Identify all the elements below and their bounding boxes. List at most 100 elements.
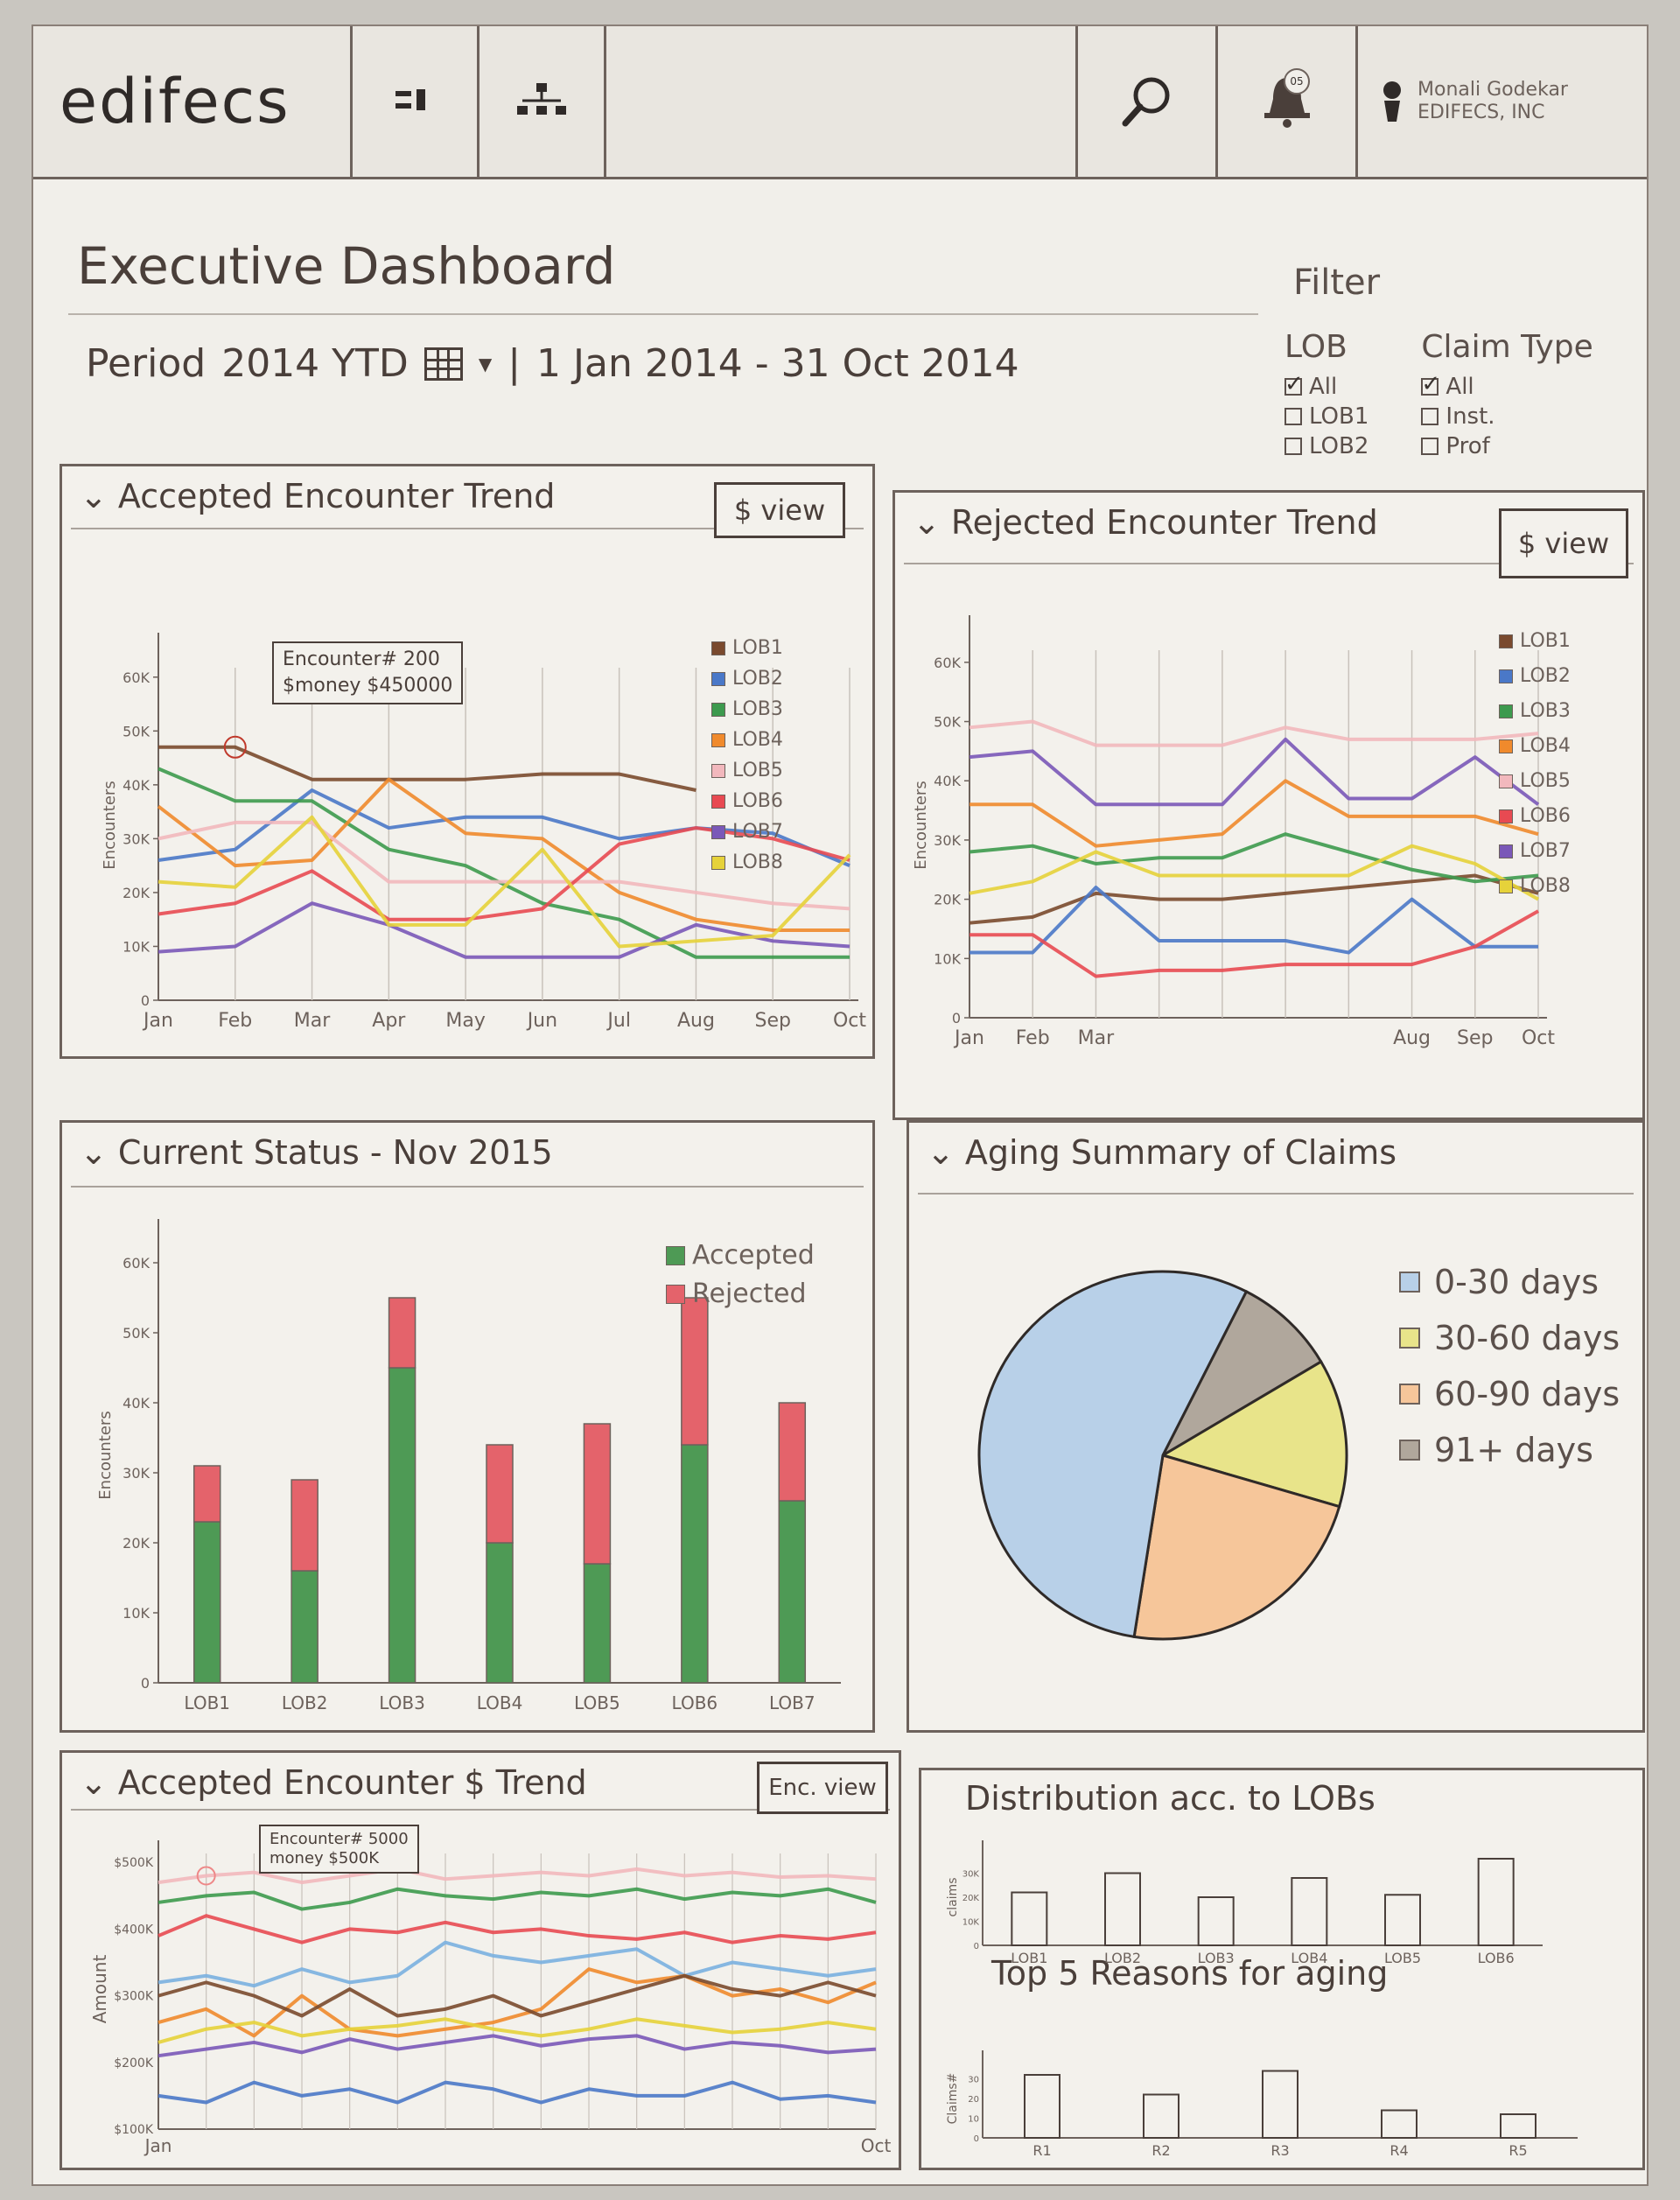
page-sheet: edifecs 05 Monali Godekar EDIFECS, INC E… [32,25,1648,2186]
y-tick-label: $400K [114,1923,154,1937]
legend-swatch [1499,844,1513,858]
bar [1291,1877,1328,1946]
dropdown-arrow-icon[interactable]: ▼ [478,353,493,375]
menu-icon[interactable] [353,26,480,177]
search-icon[interactable] [1078,26,1218,177]
legend-item[interactable]: LOB8 [1499,869,1571,904]
legend-item[interactable]: Rejected [666,1275,815,1314]
user-menu[interactable]: Monali Godekar EDIFECS, INC [1358,26,1647,177]
legend-label: 0-30 days [1434,1263,1600,1301]
panel-title[interactable]: ⌄ Current Status - Nov 2015 [80,1133,553,1172]
lob-option-lob2[interactable]: LOB2 [1284,431,1368,461]
legend-item[interactable]: 30-60 days [1399,1310,1620,1366]
legend-item[interactable]: 91+ days [1399,1422,1620,1478]
legend-item[interactable]: LOB7 [711,816,783,847]
dollar-view-button[interactable]: $ view [714,482,845,538]
x-tick-label: R4 [1390,2142,1408,2159]
legend-item[interactable]: LOB3 [1499,694,1571,729]
notifications-button[interactable]: 05 [1218,26,1358,177]
divider: | [508,341,522,386]
legend-label: Rejected [692,1279,807,1309]
legend-item[interactable]: LOB7 [1499,834,1571,869]
collapse-chevron-icon[interactable]: ⌄ [927,1133,965,1172]
hierarchy-icon[interactable] [480,26,606,177]
y-tick-label: 20 [968,2095,979,2105]
collapse-chevron-icon[interactable]: ⌄ [80,477,118,515]
legend-item[interactable]: LOB4 [711,725,783,755]
bar [1381,2109,1418,2139]
legend-swatch [666,1246,685,1265]
legend-item[interactable]: 60-90 days [1399,1366,1620,1422]
pie-slice [977,1270,1249,1639]
checkbox[interactable] [1421,369,1440,399]
panel-title[interactable]: ⌄ Accepted Encounter $ Trend [80,1763,587,1802]
legend-item[interactable]: LOB2 [711,663,783,694]
accepted-trend-chart: 0 10K 20K 30K 40K 50K 60K Jan Feb Mar Apr May Jun Jul… [101,633,866,1032]
rejected-trend-panel: ⌄ Rejected Encounter Trend $ view 0 10K 20… [892,490,1645,1120]
legend-item[interactable]: LOB6 [1499,799,1571,834]
y-tick-label: 30K [962,1870,980,1880]
legend-item[interactable]: Accepted [666,1237,815,1275]
y-tick-label: 10K [122,1605,150,1622]
legend-item[interactable]: LOB4 [1499,729,1571,764]
checkbox[interactable] [1284,438,1302,455]
y-axis-label: Amount [89,1955,110,2024]
checkbox[interactable] [1284,408,1302,425]
y-tick-label: $300K [114,1990,154,2004]
checkbox[interactable] [1421,408,1439,425]
legend-item[interactable]: LOB2 [1499,659,1571,694]
legend-item[interactable]: LOB1 [1499,624,1571,659]
x-tick-label: LOB2 [282,1692,328,1713]
collapse-chevron-icon[interactable]: ⌄ [80,1133,118,1172]
legend-item[interactable]: LOB8 [711,847,783,878]
bar [1143,2093,1180,2139]
bar-rejected [778,1402,807,1502]
lob-option-all[interactable]: All [1284,369,1368,402]
legend-label: Accepted [692,1240,815,1271]
legend-item[interactable]: LOB6 [711,786,783,816]
panel-header-divider [71,1186,864,1188]
legend-item[interactable]: LOB5 [711,755,783,786]
y-tick-label: 50K [122,1325,150,1342]
lob-filter: LOB All LOB1 LOB2 [1284,329,1368,461]
legend-item[interactable]: 0-30 days [1399,1254,1620,1310]
lob-option-lob1[interactable]: LOB1 [1284,402,1368,431]
y-tick-label: 30 [968,2076,979,2085]
legend-item[interactable]: LOB1 [711,633,783,663]
x-tick-label: Aug [677,1010,715,1032]
collapse-chevron-icon[interactable]: ⌄ [913,503,951,542]
legend-label: LOB8 [1520,875,1571,897]
encounter-view-button[interactable]: Enc. view [757,1762,888,1814]
checkbox[interactable] [1284,369,1304,399]
bar [1197,1896,1235,1946]
panel-title-text: Aging Summary of Claims [964,1133,1397,1172]
legend-swatch [711,794,725,809]
bar [1384,1894,1421,1946]
period-value[interactable]: 2014 YTD [221,341,409,386]
panel-title[interactable]: ⌄ Aging Summary of Claims [927,1133,1396,1172]
y-tick-label: 10 [968,2115,979,2125]
series-line-lob8 [158,2017,877,2044]
chart-tooltip: Encounter# 5000 money $500K [259,1825,419,1874]
title-divider [68,313,1258,315]
panel-title[interactable]: ⌄ Rejected Encounter Trend [913,503,1378,542]
collapse-chevron-icon[interactable]: ⌄ [80,1763,118,1802]
calendar-icon[interactable] [424,347,463,381]
option-label: All [1446,374,1474,400]
x-tick-label: Jul [606,1010,631,1032]
bar [1262,2070,1298,2139]
series-line-lob3 [158,1887,877,1911]
y-tick-label: 0 [974,2134,979,2144]
logo[interactable]: edifecs [33,26,353,177]
panel-title[interactable]: ⌄ Accepted Encounter Trend [80,477,555,515]
claim-option-all[interactable]: All [1421,369,1592,402]
claim-option-prof[interactable]: Prof [1421,431,1592,461]
y-axis-label: claims [946,1878,960,1917]
y-tick-label: $100K [114,2123,154,2137]
legend-item[interactable]: LOB3 [711,694,783,725]
claim-option-inst[interactable]: Inst. [1421,402,1592,431]
checkbox[interactable] [1421,438,1439,455]
dollar-view-button[interactable]: $ view [1499,508,1628,578]
legend-item[interactable]: LOB5 [1499,764,1571,799]
top-navigation-bar: edifecs 05 Monali Godekar EDIFECS, INC [33,26,1647,179]
